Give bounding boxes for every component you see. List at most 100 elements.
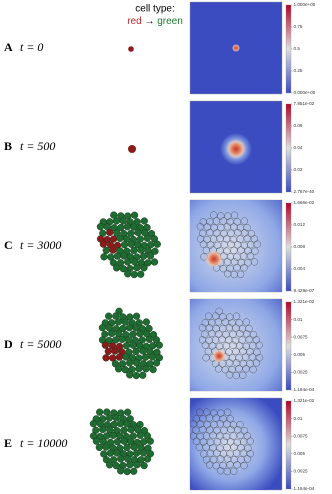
concentration-panel: [189, 298, 283, 392]
cell-outline: [246, 252, 255, 260]
cell-outline: [192, 415, 200, 423]
cell-outline: [213, 427, 221, 435]
cell: [146, 252, 155, 260]
cell: [99, 425, 107, 434]
cell-outline: [220, 230, 228, 238]
concentration-panel: [189, 100, 283, 194]
cell: [122, 353, 130, 361]
cell: [124, 258, 132, 266]
cell: [120, 437, 128, 445]
cell-outline: [230, 443, 238, 451]
cell: [130, 223, 138, 231]
cell-outline: [226, 264, 234, 273]
cell: [123, 223, 132, 231]
cell-outline: [226, 218, 234, 226]
cell-outline: [240, 438, 248, 446]
cell-outline: [236, 431, 244, 439]
cell: [106, 449, 114, 457]
colorbar-label: 0.005: [294, 451, 306, 456]
colorbar-label: 1.000e+00: [294, 2, 316, 7]
cell: [139, 449, 148, 457]
row-label: E: [4, 436, 12, 450]
spot: [232, 44, 240, 52]
cell-outline: [253, 348, 261, 356]
cell-outline: [196, 432, 204, 441]
cell: [113, 252, 121, 260]
cell-outline: [246, 437, 254, 445]
row-label: B: [4, 139, 12, 153]
cell: [134, 228, 142, 237]
colorbar-label: 0.0025: [294, 370, 308, 375]
cell-outline: [219, 450, 227, 458]
colorbar-label: 0.06: [294, 123, 303, 128]
cell: [116, 234, 124, 242]
colorbar: [285, 301, 292, 391]
cell-outline: [196, 408, 204, 416]
cell: [116, 420, 125, 428]
cell-outline: [217, 223, 225, 232]
cell-outline: [225, 348, 233, 356]
cell-outline: [243, 455, 252, 463]
time-label: t = 10000: [20, 436, 67, 450]
cell-outline: [208, 329, 216, 338]
time-label: t = 5000: [20, 337, 61, 351]
cell-outline: [223, 467, 231, 476]
cell: [98, 324, 106, 332]
cell: [102, 354, 110, 362]
row-label: A: [4, 40, 13, 54]
cell-outline: [230, 270, 238, 279]
cell-outline: [230, 223, 238, 231]
cell-outline: [237, 270, 245, 278]
cell: [128, 46, 134, 52]
cell-outline: [245, 325, 253, 333]
cell: [126, 359, 134, 367]
cell: [155, 341, 163, 349]
cell-outline: [236, 224, 244, 232]
panel-content: [190, 299, 282, 391]
cell: [104, 347, 112, 356]
cell: [106, 426, 114, 434]
cell-outline: [239, 449, 248, 457]
cell-outline: [255, 341, 263, 349]
cell: [112, 414, 120, 422]
cell-outline: [235, 365, 243, 373]
cell-outline: [212, 312, 220, 320]
cell-outline: [249, 366, 257, 374]
cell: [112, 217, 121, 225]
colorbar-label: 7.851e-02: [294, 101, 315, 106]
cell-outline: [240, 217, 248, 225]
cell-outline: [238, 325, 246, 333]
cell-outline: [218, 335, 226, 343]
cell: [103, 408, 111, 416]
colorbar-label: 0.008: [294, 244, 306, 249]
cell: [130, 443, 138, 451]
cell: [105, 461, 114, 469]
cell: [140, 264, 148, 272]
cell-outline: [223, 247, 231, 255]
cell: [136, 329, 144, 338]
cell-outline: [211, 336, 220, 344]
cell-outline: [235, 319, 243, 327]
cell-outline: [226, 415, 234, 423]
cell: [149, 342, 157, 350]
cell-outline: [220, 426, 228, 434]
cell: [102, 443, 110, 451]
cell-outline: [226, 461, 234, 469]
colorbar-label: 0.5: [294, 46, 301, 51]
cell: [140, 462, 148, 470]
cell: [136, 431, 144, 439]
concentration-panel: [189, 199, 283, 293]
cell: [123, 420, 131, 428]
cell-outline: [227, 229, 235, 237]
colorbar: [285, 400, 292, 490]
cell: [127, 425, 135, 434]
cell: [109, 246, 117, 254]
cell: [130, 211, 139, 219]
concentration-panel: [189, 1, 283, 95]
cell: [146, 437, 154, 445]
colorbar-label: 0.0075: [294, 433, 308, 438]
cell-outline: [223, 223, 231, 231]
cell: [142, 365, 150, 373]
cell: [151, 247, 159, 255]
